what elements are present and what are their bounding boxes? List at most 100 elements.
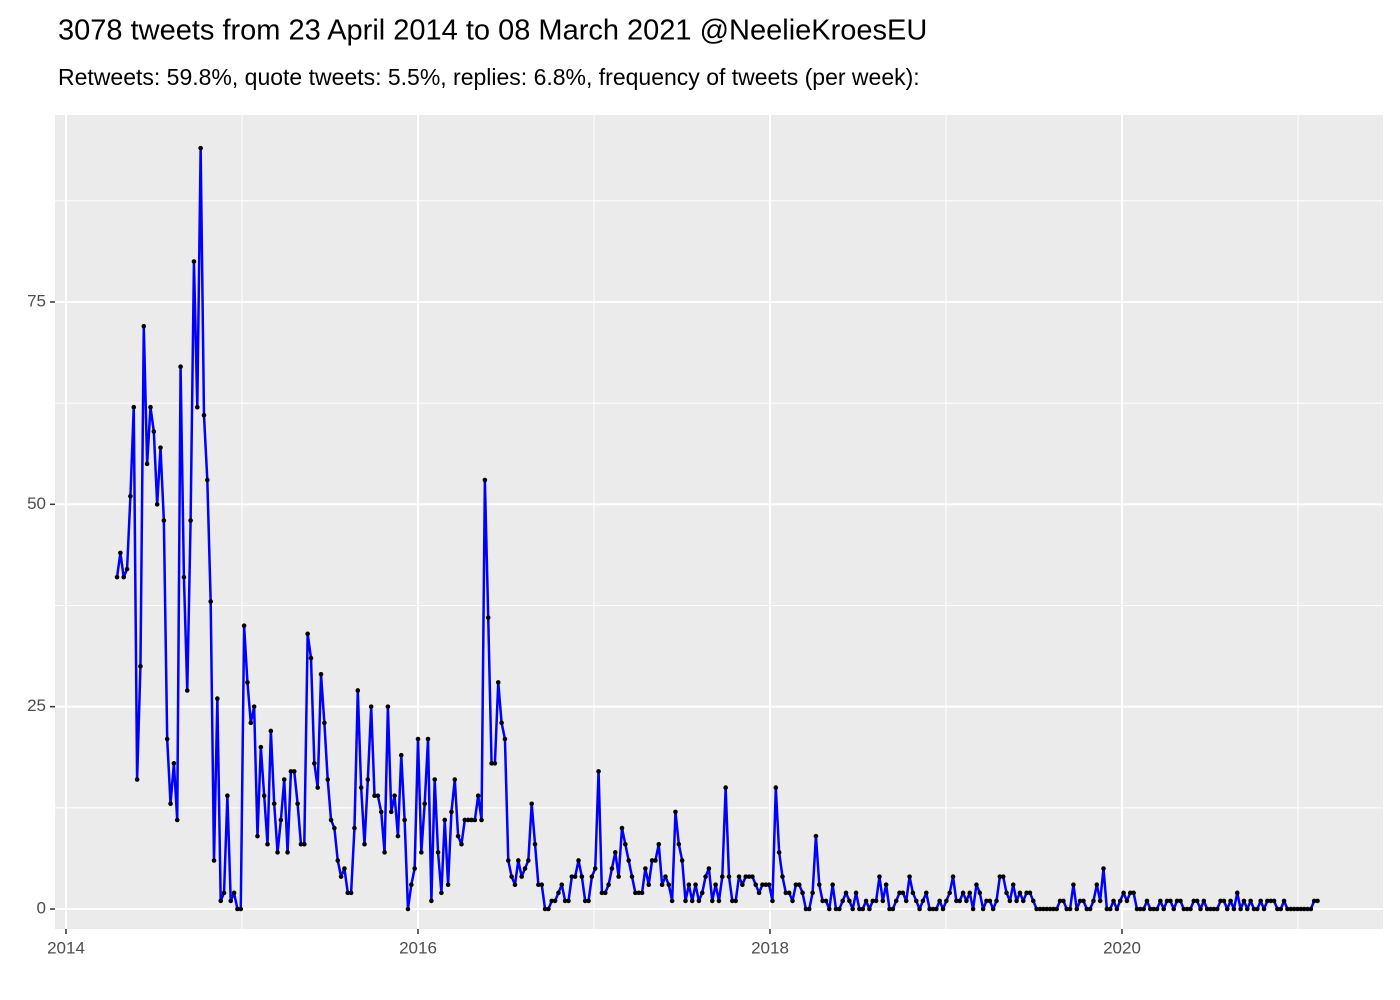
data-point — [201, 412, 207, 418]
data-point — [1238, 906, 1243, 912]
data-point — [1285, 906, 1290, 912]
data-point — [378, 809, 384, 815]
data-point — [422, 801, 427, 807]
data-point — [633, 890, 638, 896]
data-point — [626, 858, 631, 863]
data-point — [225, 793, 230, 798]
data-point — [1087, 906, 1093, 912]
data-point — [539, 882, 545, 888]
data-point — [683, 898, 688, 904]
y-tick-label: 0 — [37, 898, 46, 917]
data-point — [1295, 906, 1300, 912]
data-point — [425, 736, 431, 742]
data-point — [750, 874, 755, 879]
data-point — [208, 599, 213, 604]
data-point — [1311, 898, 1317, 904]
data-point — [1218, 898, 1223, 904]
data-point — [1201, 898, 1207, 904]
data-point — [900, 890, 906, 896]
data-point — [1141, 906, 1146, 912]
data-point — [455, 833, 461, 839]
data-point — [318, 671, 324, 677]
data-point — [897, 890, 902, 896]
y-tick-label: 75 — [27, 291, 46, 310]
data-point — [238, 906, 244, 912]
data-point — [325, 777, 331, 782]
data-point — [1258, 898, 1263, 904]
data-point — [395, 833, 401, 839]
data-point — [382, 850, 387, 855]
data-point — [960, 890, 966, 896]
data-point — [1034, 906, 1039, 912]
data-point — [459, 841, 464, 847]
data-point — [1298, 906, 1304, 912]
data-point — [298, 841, 304, 847]
data-point — [154, 502, 160, 507]
data-point — [579, 874, 585, 879]
data-point — [549, 898, 555, 904]
data-point — [1315, 898, 1320, 904]
data-point — [171, 761, 177, 766]
data-point — [355, 688, 361, 693]
data-point — [332, 825, 337, 831]
data-point — [1268, 898, 1274, 904]
data-point — [128, 493, 133, 499]
data-point — [439, 890, 444, 896]
data-point — [1124, 898, 1130, 904]
data-point — [536, 882, 541, 888]
data-point — [639, 890, 645, 896]
data-point — [653, 858, 658, 863]
data-point — [1121, 890, 1126, 896]
data-point — [840, 898, 845, 904]
data-point — [546, 906, 551, 912]
data-point — [713, 882, 718, 888]
data-point — [740, 882, 745, 888]
data-point — [492, 761, 498, 766]
data-point — [475, 793, 481, 798]
data-point — [141, 323, 147, 329]
chart-title: 3078 tweets from 23 April 2014 to 08 Mar… — [58, 15, 927, 47]
data-point — [191, 259, 197, 264]
data-point — [1111, 898, 1116, 904]
data-point — [412, 866, 417, 871]
data-point — [1271, 898, 1277, 904]
data-point — [409, 882, 414, 888]
data-point — [1151, 906, 1156, 912]
data-point — [1014, 898, 1019, 904]
data-point — [445, 882, 451, 888]
data-point — [1051, 906, 1056, 912]
data-point — [659, 882, 665, 888]
data-point — [927, 906, 932, 912]
data-point — [432, 777, 438, 782]
data-point — [806, 906, 812, 912]
data-point — [1061, 898, 1066, 904]
x-tick-label: 2018 — [751, 938, 789, 957]
data-point — [950, 874, 956, 879]
data-point — [1224, 906, 1230, 912]
data-point — [790, 898, 795, 904]
data-point — [1094, 882, 1100, 888]
data-point — [429, 898, 434, 904]
data-point — [181, 574, 187, 580]
data-point — [582, 898, 588, 904]
data-point — [679, 858, 685, 863]
data-point — [873, 898, 879, 904]
data-point — [509, 874, 514, 879]
data-point — [502, 736, 508, 742]
data-point — [994, 898, 999, 904]
data-point — [1288, 906, 1294, 912]
data-point — [609, 866, 615, 871]
data-point — [255, 833, 260, 839]
data-point — [673, 809, 678, 815]
data-point — [823, 898, 829, 904]
data-point — [1291, 906, 1297, 912]
data-point — [612, 850, 618, 855]
data-point — [1204, 906, 1210, 912]
data-point — [947, 890, 952, 896]
data-point — [773, 785, 779, 790]
data-point — [158, 445, 163, 450]
data-point — [1178, 898, 1183, 904]
data-point — [602, 890, 608, 896]
data-point — [161, 518, 167, 523]
data-point — [144, 461, 150, 467]
